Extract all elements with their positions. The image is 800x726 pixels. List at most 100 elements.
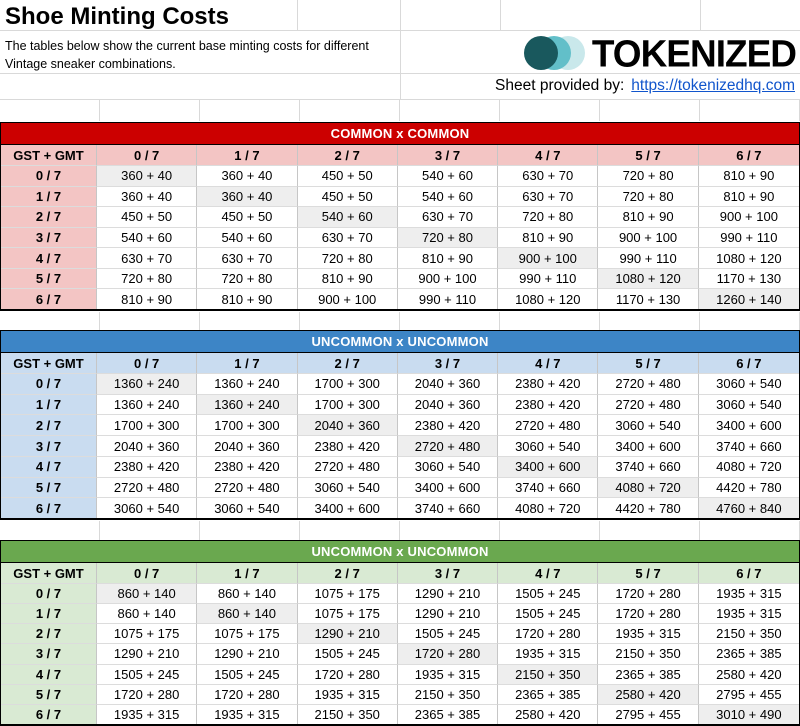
value-cell: 1075 + 175	[97, 624, 198, 645]
row-header-cell: 0 / 7	[1, 374, 97, 395]
value-cell: 2150 + 350	[598, 644, 699, 665]
col-header-cell: 3 / 7	[397, 145, 499, 166]
description-line-1: The tables below show the current base m…	[5, 39, 369, 53]
value-cell: 2380 + 420	[197, 456, 298, 478]
value-cell: 1505 + 245	[97, 664, 198, 685]
table-row: 5 / 7 1720 + 280 1720 + 280 1935 + 315 2150 …	[1, 684, 799, 705]
value-cell: 1720 + 280	[97, 684, 198, 705]
value-cell: 2580 + 420	[498, 704, 599, 724]
value-cell: 1290 + 210	[297, 624, 398, 645]
value-cell: 2380 + 420	[297, 436, 398, 457]
value-cell: 2720 + 480	[197, 477, 298, 499]
col-header-cell: 0 / 7	[97, 563, 198, 584]
value-cell: 2150 + 350	[698, 624, 799, 645]
value-cell: 1720 + 280	[197, 684, 298, 705]
value-cell: 1505 + 245	[498, 584, 599, 605]
table-row: 3 / 7 1290 + 210 1290 + 210 1505 + 245 1720 …	[1, 644, 799, 665]
value-cell: 3060 + 540	[97, 498, 198, 519]
page-title: Shoe Minting Costs	[5, 3, 229, 30]
value-cell: 4420 + 780	[698, 477, 799, 499]
provided-by-row: Sheet provided by: https://tokenizedhq.c…	[495, 75, 795, 97]
value-cell: 810 + 90	[297, 268, 398, 290]
value-cell: 4420 + 780	[598, 498, 699, 519]
row-header-cell: 2 / 7	[1, 624, 97, 645]
value-cell: 2150 + 350	[297, 704, 398, 724]
value-cell: 1290 + 210	[397, 604, 499, 625]
value-cell: 1720 + 280	[598, 604, 699, 625]
value-cell: 2580 + 420	[598, 684, 699, 705]
col-header-cell: 4 / 7	[498, 353, 599, 374]
col-header-cell: 3 / 7	[397, 563, 499, 584]
value-cell: 540 + 60	[397, 186, 499, 208]
value-cell: 1170 + 130	[698, 268, 799, 290]
value-cell: 990 + 110	[397, 289, 499, 310]
row-header-cell: 1 / 7	[1, 604, 97, 625]
table-row: 5 / 7 720 + 80 720 + 80 810 + 90 900 + 100 99…	[1, 268, 799, 290]
value-cell: 360 + 40	[197, 186, 298, 208]
value-cell: 2720 + 480	[97, 477, 198, 499]
value-cell: 990 + 110	[698, 227, 799, 249]
value-cell: 2580 + 420	[698, 664, 799, 685]
value-cell: 810 + 90	[197, 289, 298, 310]
table-row: 0 / 7 360 + 40 360 + 40 450 + 50 540 + 60 630…	[1, 166, 799, 187]
row-header-cell: 3 / 7	[1, 227, 97, 249]
row-header-cell: 5 / 7	[1, 268, 97, 290]
table-row: 0 / 7 1360 + 240 1360 + 240 1700 + 300 2040 …	[1, 374, 799, 395]
value-cell: 1290 + 210	[97, 644, 198, 665]
value-cell: 720 + 80	[297, 248, 398, 269]
row-header-cell: 0 / 7	[1, 584, 97, 605]
value-cell: 2380 + 420	[97, 456, 198, 478]
value-cell: 1505 + 245	[498, 604, 599, 625]
value-cell: 630 + 70	[197, 248, 298, 269]
value-cell: 3060 + 540	[498, 436, 599, 457]
table-row: 6 / 7 3060 + 540 3060 + 540 3400 + 600 3740 …	[1, 498, 799, 519]
value-cell: 2795 + 455	[698, 684, 799, 705]
value-cell: 450 + 50	[197, 207, 298, 228]
empty-row-gridlines	[0, 100, 800, 121]
table-row: 1 / 7 1360 + 240 1360 + 240 1700 + 300 2040 …	[1, 394, 799, 416]
value-cell: 860 + 140	[197, 584, 298, 605]
empty-row-gridlines	[0, 521, 800, 540]
col-header-cell: 0 / 7	[97, 353, 198, 374]
col-header-cell: 6 / 7	[698, 145, 799, 166]
col-header-cell: 2 / 7	[297, 145, 398, 166]
value-cell: 1935 + 315	[498, 644, 599, 665]
value-cell: 810 + 90	[97, 289, 198, 310]
value-cell: 2720 + 480	[598, 394, 699, 416]
value-cell: 2365 + 385	[498, 684, 599, 705]
value-cell: 720 + 80	[598, 166, 699, 187]
value-cell: 4080 + 720	[598, 477, 699, 499]
value-cell: 2365 + 385	[397, 704, 499, 724]
value-cell: 3740 + 660	[698, 436, 799, 457]
col-header-cell: 0 / 7	[97, 145, 198, 166]
value-cell: 3400 + 600	[397, 477, 499, 499]
col-header-cell: 1 / 7	[197, 145, 298, 166]
corner-cell: GST + GMT	[1, 145, 97, 166]
value-cell: 900 + 100	[598, 227, 699, 249]
tokenizedhq-link[interactable]: https://tokenizedhq.com	[631, 77, 795, 94]
value-cell: 360 + 40	[97, 186, 198, 208]
col-header-cell: 5 / 7	[598, 145, 699, 166]
value-cell: 4760 + 840	[698, 498, 799, 519]
table-row: 3 / 7 2040 + 360 2040 + 360 2380 + 420 2720 …	[1, 436, 799, 457]
value-cell: 1075 + 175	[297, 604, 398, 625]
value-cell: 2720 + 480	[498, 415, 599, 437]
value-cell: 2040 + 360	[97, 436, 198, 457]
value-cell: 1080 + 120	[598, 268, 699, 290]
col-header-cell: 1 / 7	[197, 563, 298, 584]
gridline	[0, 99, 800, 100]
value-cell: 2040 + 360	[397, 374, 499, 395]
value-cell: 1080 + 120	[698, 248, 799, 269]
col-header-cell: 6 / 7	[698, 353, 799, 374]
value-cell: 860 + 140	[97, 584, 198, 605]
table-row: 1 / 7 360 + 40 360 + 40 450 + 50 540 + 60 630…	[1, 186, 799, 208]
value-cell: 720 + 80	[197, 268, 298, 290]
value-cell: 1170 + 130	[598, 289, 699, 310]
value-cell: 2720 + 480	[397, 436, 499, 457]
row-header-cell: 6 / 7	[1, 498, 97, 519]
value-cell: 1700 + 300	[97, 415, 198, 437]
